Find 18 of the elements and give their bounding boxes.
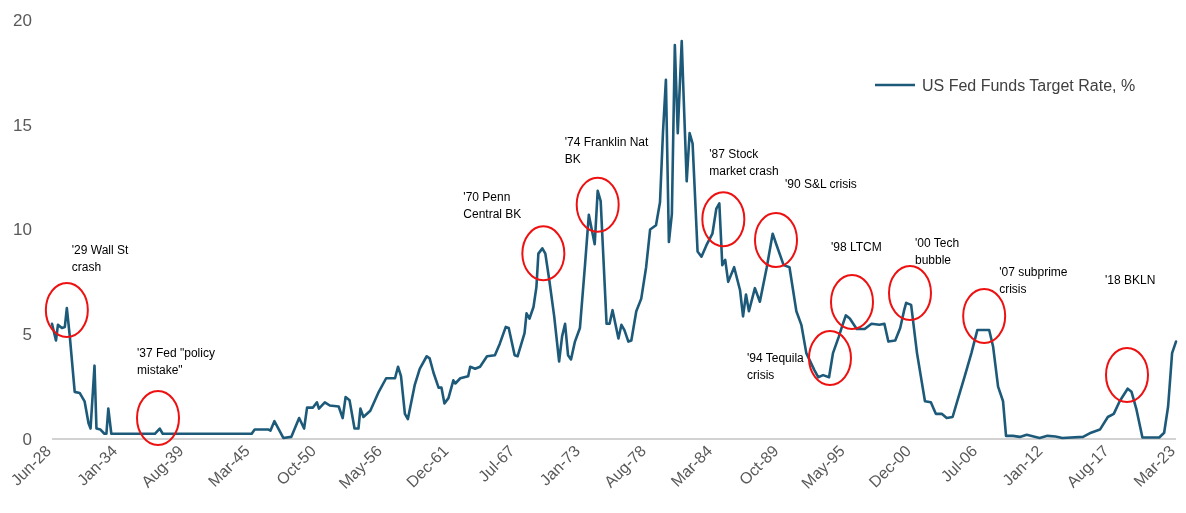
annotation: '87 Stock market crash: [709, 146, 779, 178]
annotation: '18 BKLN: [1105, 273, 1156, 288]
annotation: '74 Franklin Nat BK: [564, 134, 650, 166]
legend-label: US Fed Funds Target Rate, %: [922, 76, 1136, 94]
y-tick-label: 0: [22, 429, 32, 449]
annotation: '37 Fed "policy mistake": [137, 346, 215, 378]
y-tick-label: 5: [22, 325, 32, 345]
annotation: '94 Tequila crisis: [746, 351, 805, 383]
annotation: '90 S&L crisis: [785, 177, 857, 192]
line-series: [50, 39, 1178, 440]
annotation: '70 Penn Central BK: [463, 189, 522, 221]
annotation: '98 LTCM: [831, 240, 882, 255]
annotation: '00 Tech bubble: [915, 236, 960, 268]
y-tick-label: 20: [13, 10, 32, 30]
annotation: '29 Wall St crash: [71, 243, 130, 275]
y-tick-label: 15: [13, 115, 32, 135]
y-tick-label: 10: [13, 220, 32, 240]
annotation: '07 subprime crisis: [999, 265, 1068, 297]
